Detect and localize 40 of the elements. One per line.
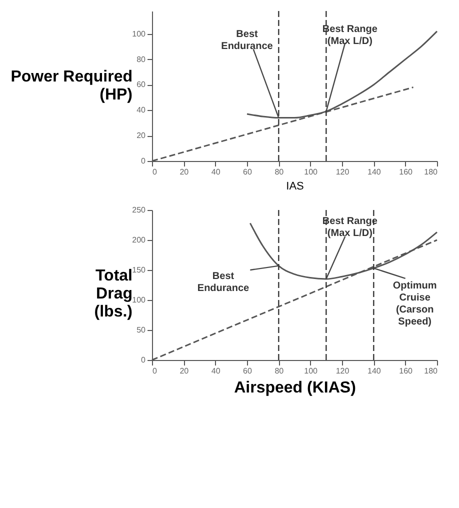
- x-tick-label: 80: [274, 168, 284, 176]
- x-tick-label: 20: [180, 168, 190, 176]
- x-axis-title: IAS: [286, 180, 304, 192]
- x-tick-label: 100: [304, 366, 318, 376]
- annotation: Optimum Cruise (Carson Speed): [392, 280, 437, 328]
- y-tick-label: 20: [136, 131, 146, 140]
- x-tick-label: 80: [274, 366, 284, 376]
- x-tick-label: 60: [243, 168, 252, 176]
- x-tick-label: 180: [424, 366, 438, 376]
- x-tick-label: 20: [180, 366, 190, 376]
- y-tick-label: 60: [136, 80, 146, 90]
- x-tick-label: 140: [367, 168, 382, 176]
- y-tick-label: 50: [136, 326, 146, 334]
- x-axis-title: Airspeed (KIAS): [234, 380, 356, 396]
- x-tick-label: 120: [336, 366, 350, 376]
- y-axis-title: Power Required (HP): [10, 68, 132, 104]
- annotation: Best Endurance: [221, 28, 274, 52]
- x-tick-label: 180: [424, 168, 438, 176]
- y-tick-label: 100: [132, 296, 146, 304]
- x-tick-label: 40: [211, 366, 221, 376]
- y-tick-label: 40: [136, 106, 146, 115]
- x-tick-label: 160: [399, 168, 414, 176]
- y-tick-label: 0: [141, 156, 146, 166]
- x-tick-label: 100: [304, 168, 318, 176]
- x-tick-label: 160: [399, 366, 414, 376]
- y-tick-label: 100: [132, 29, 146, 38]
- x-tick-label: 140: [367, 366, 382, 376]
- annotation: Best Range (Max L/D): [322, 24, 378, 47]
- x-tick-label: 0: [152, 366, 158, 376]
- y-tick-label: 80: [136, 54, 146, 64]
- x-tick-label: 0: [152, 168, 158, 176]
- y-tick-label: 250: [132, 206, 146, 214]
- annotation: Best Endurance: [197, 271, 250, 294]
- y-axis-title: Total Drag (lbs.): [94, 268, 132, 320]
- x-tick-label: 120: [336, 168, 350, 176]
- y-tick-label: 0: [141, 356, 146, 364]
- x-tick-label: 60: [243, 366, 252, 376]
- y-tick-label: 200: [132, 236, 146, 244]
- x-tick-label: 40: [211, 168, 221, 176]
- y-tick-label: 150: [132, 266, 146, 274]
